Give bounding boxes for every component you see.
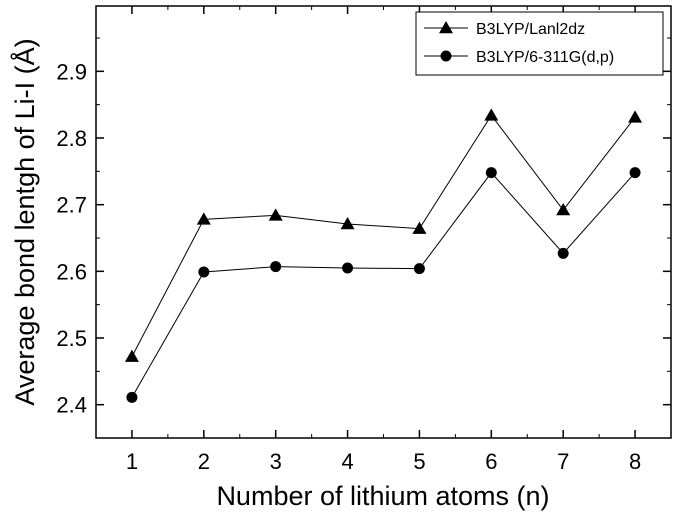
data-point bbox=[557, 247, 569, 259]
axis-tick-labels: 1 2 3 4 5 6 7 8 2.4 2.5 2.6 2.7 2.8 2.9 bbox=[56, 59, 641, 474]
data-point bbox=[556, 203, 571, 216]
y-axis-label: Average bond lentgh of Li-I (Å) bbox=[9, 38, 40, 405]
y-tick-label: 2.8 bbox=[56, 126, 87, 151]
legend-box bbox=[415, 11, 664, 76]
y-tick-label: 2.6 bbox=[56, 259, 87, 284]
x-tick-label: 6 bbox=[485, 449, 497, 474]
data-point bbox=[629, 167, 641, 179]
x-tick-label: 3 bbox=[270, 449, 282, 474]
data-point bbox=[412, 221, 427, 234]
data-point bbox=[628, 110, 643, 123]
y-tick-label: 2.5 bbox=[56, 326, 87, 351]
x-tick-label: 1 bbox=[126, 449, 138, 474]
series-line bbox=[131, 114, 636, 357]
legend-label: B3LYP/6-311G(d,p) bbox=[476, 49, 614, 66]
y-tick-label: 2.7 bbox=[56, 193, 87, 218]
data-point bbox=[340, 217, 355, 230]
data-point bbox=[126, 391, 138, 403]
x-tick-label: 7 bbox=[557, 449, 569, 474]
data-point bbox=[413, 263, 425, 275]
x-tick-label: 4 bbox=[341, 449, 353, 474]
y-tick-label: 2.4 bbox=[56, 393, 87, 418]
legend-label: B3LYP/Lanl2dz bbox=[476, 21, 585, 38]
data-point bbox=[124, 349, 139, 362]
data-point bbox=[198, 266, 210, 278]
series-2 bbox=[126, 167, 641, 403]
legend-marker bbox=[440, 50, 452, 62]
x-tick-label: 2 bbox=[198, 449, 210, 474]
legend-marker bbox=[439, 21, 453, 34]
series-layer bbox=[124, 108, 643, 403]
data-point bbox=[270, 261, 282, 273]
data-point bbox=[342, 262, 354, 274]
x-tick-label: 5 bbox=[413, 449, 425, 474]
series-1 bbox=[124, 108, 643, 362]
series-line bbox=[131, 171, 636, 398]
data-point bbox=[484, 108, 499, 121]
y-tick-label: 2.9 bbox=[56, 59, 87, 84]
data-point bbox=[485, 167, 497, 179]
x-axis-label: Number of lithium atoms (n) bbox=[216, 481, 549, 511]
data-point bbox=[268, 208, 283, 221]
legend-entries: B3LYP/Lanl2dz B3LYP/6-311G(d,p) bbox=[424, 21, 614, 66]
data-point bbox=[196, 212, 211, 225]
legend: B3LYP/Lanl2dz B3LYP/6-311G(d,p) bbox=[415, 11, 664, 76]
x-tick-label: 8 bbox=[629, 449, 641, 474]
